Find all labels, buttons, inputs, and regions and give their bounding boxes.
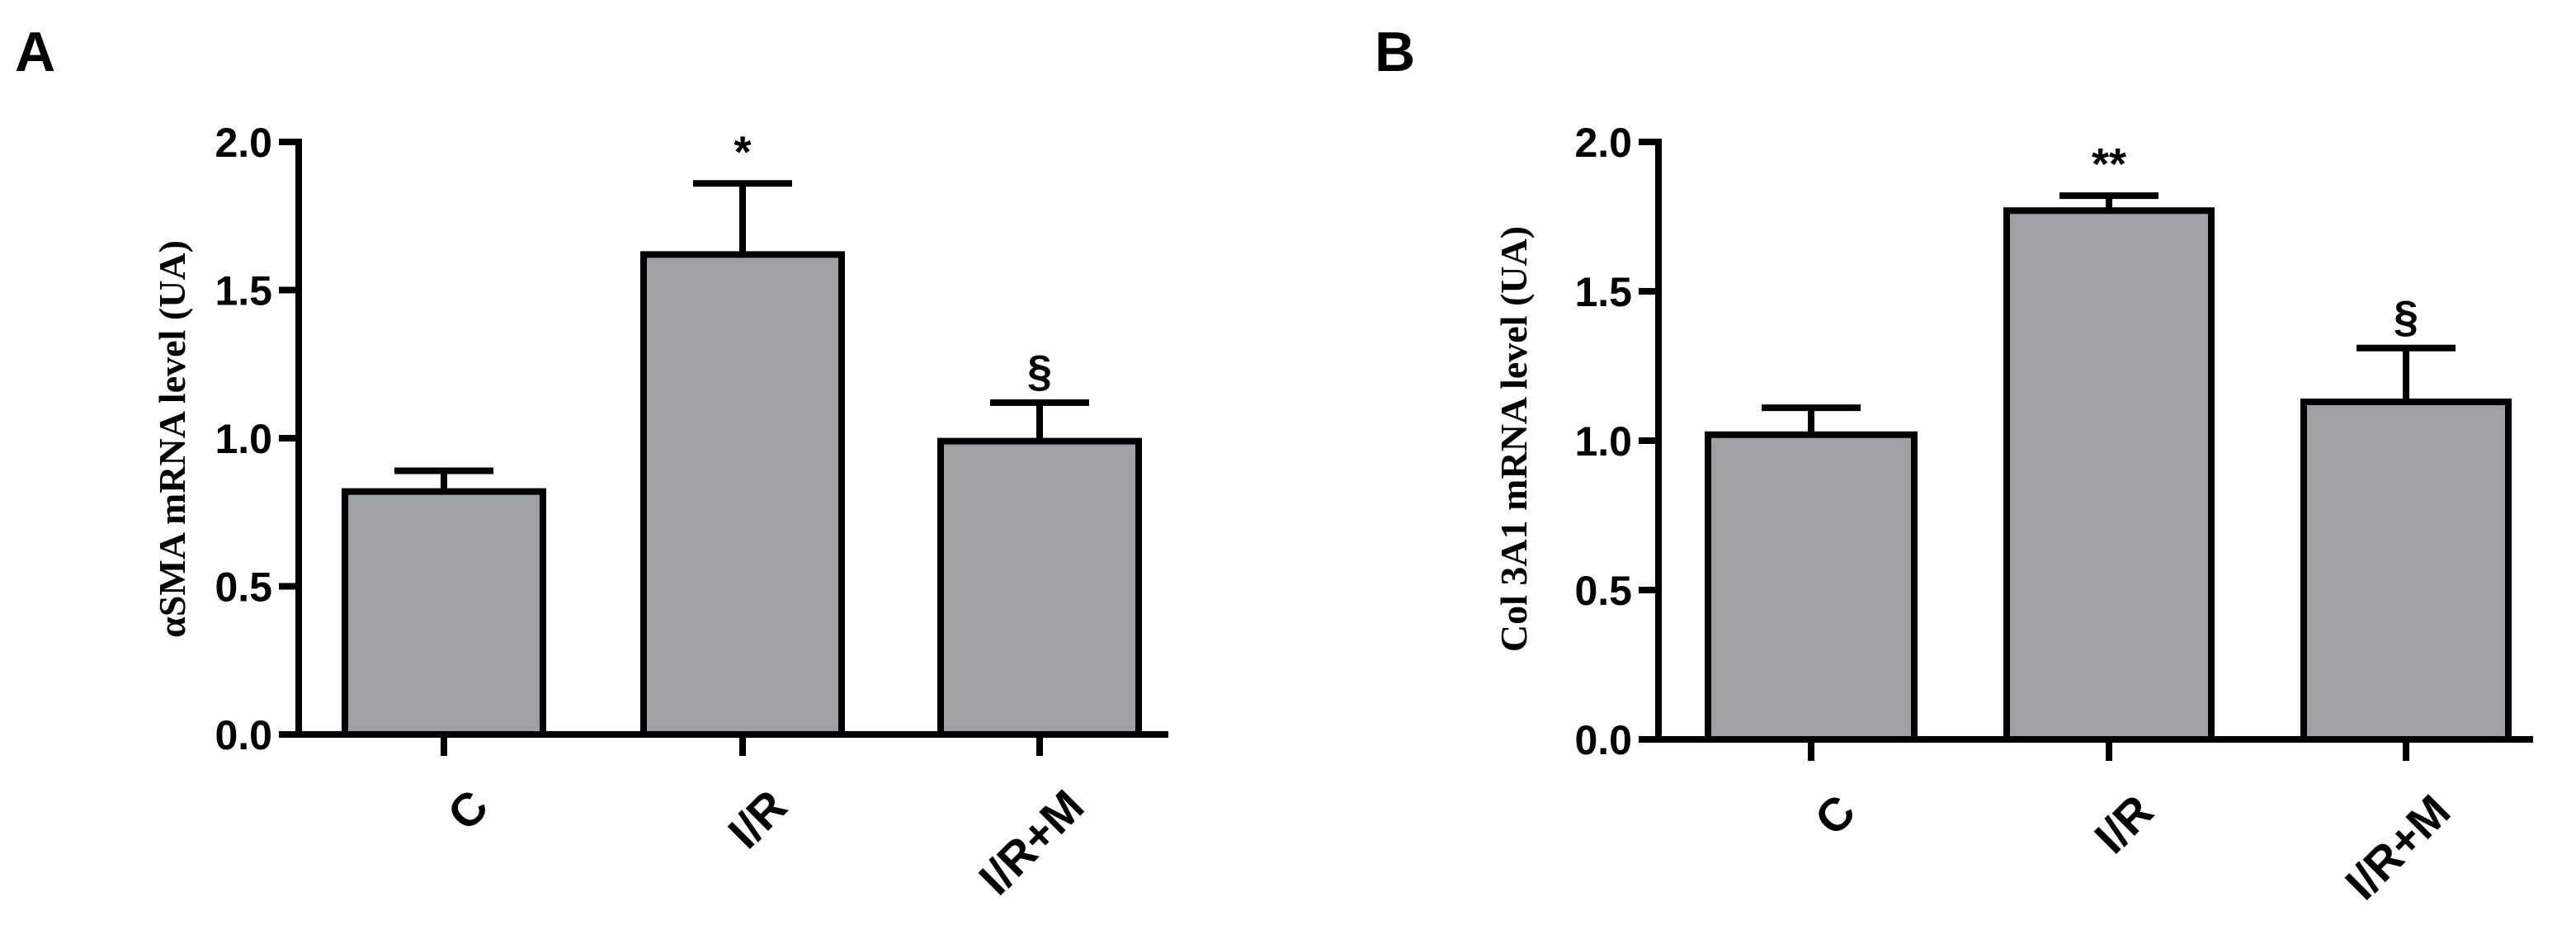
panel-b-bar-2	[2003, 207, 2215, 743]
panel-a-y-axis-label: αSMA mRNA level (UA)	[151, 240, 193, 638]
panel-a-category-label-1: C	[437, 780, 498, 840]
panel-b-letter: B	[1375, 21, 1415, 83]
panel-b-y-tick-label-4: 1.5	[1574, 269, 1632, 315]
panel-a-significance-marker-3: §	[1027, 347, 1052, 396]
panel-b-bar-1	[1705, 431, 1918, 743]
panel-a-y-tick-label-4: 1.5	[215, 268, 272, 314]
panel-b-y-axis-label: Col 3A1 mRNA level (UA)	[1493, 226, 1535, 652]
panel-a-significance-marker-2: *	[734, 127, 751, 177]
panel-b-y-tick-label-5: 2.0	[1574, 120, 1632, 166]
panel-a-y-tick-label-2: 0.5	[215, 564, 272, 611]
panel-a-letter: A	[15, 21, 55, 83]
panel-a-bar-3	[937, 437, 1142, 739]
panel-b-category-label-3: I/R+M	[2335, 785, 2460, 909]
panel-b-y-tick-label-2: 0.5	[1574, 568, 1632, 614]
panel-a-y-tick-label-5: 2.0	[215, 120, 272, 166]
panel-a-bar-2	[640, 251, 845, 739]
panel-a: A αSMA mRNA level (UA) C * I/R § I/R+M 0.0 0.5…	[15, 21, 1168, 904]
panel-b-y-tick-label-3: 1.0	[1574, 418, 1632, 465]
panel-b-significance-marker-2: **	[2092, 139, 2126, 189]
panel-a-category-label-2: I/R	[718, 780, 796, 858]
panel-a-bar-1	[342, 488, 546, 738]
panel-b-category-label-2: I/R	[2084, 785, 2163, 863]
panel-b-bar-3	[2300, 398, 2512, 743]
panel-b: B Col 3A1 mRNA level (UA) C ** I/R § I/R+M 0.…	[1375, 21, 2533, 909]
panel-a-y-tick-label-3: 1.0	[215, 416, 272, 462]
panel-b-category-label-1: C	[1805, 785, 1865, 845]
panel-a-y-tick-label-1: 0.0	[215, 712, 272, 758]
panel-b-significance-marker-3: §	[2394, 292, 2418, 342]
panel-b-y-tick-label-1: 0.0	[1574, 717, 1632, 763]
panel-a-category-label-3: I/R+M	[969, 780, 1093, 904]
